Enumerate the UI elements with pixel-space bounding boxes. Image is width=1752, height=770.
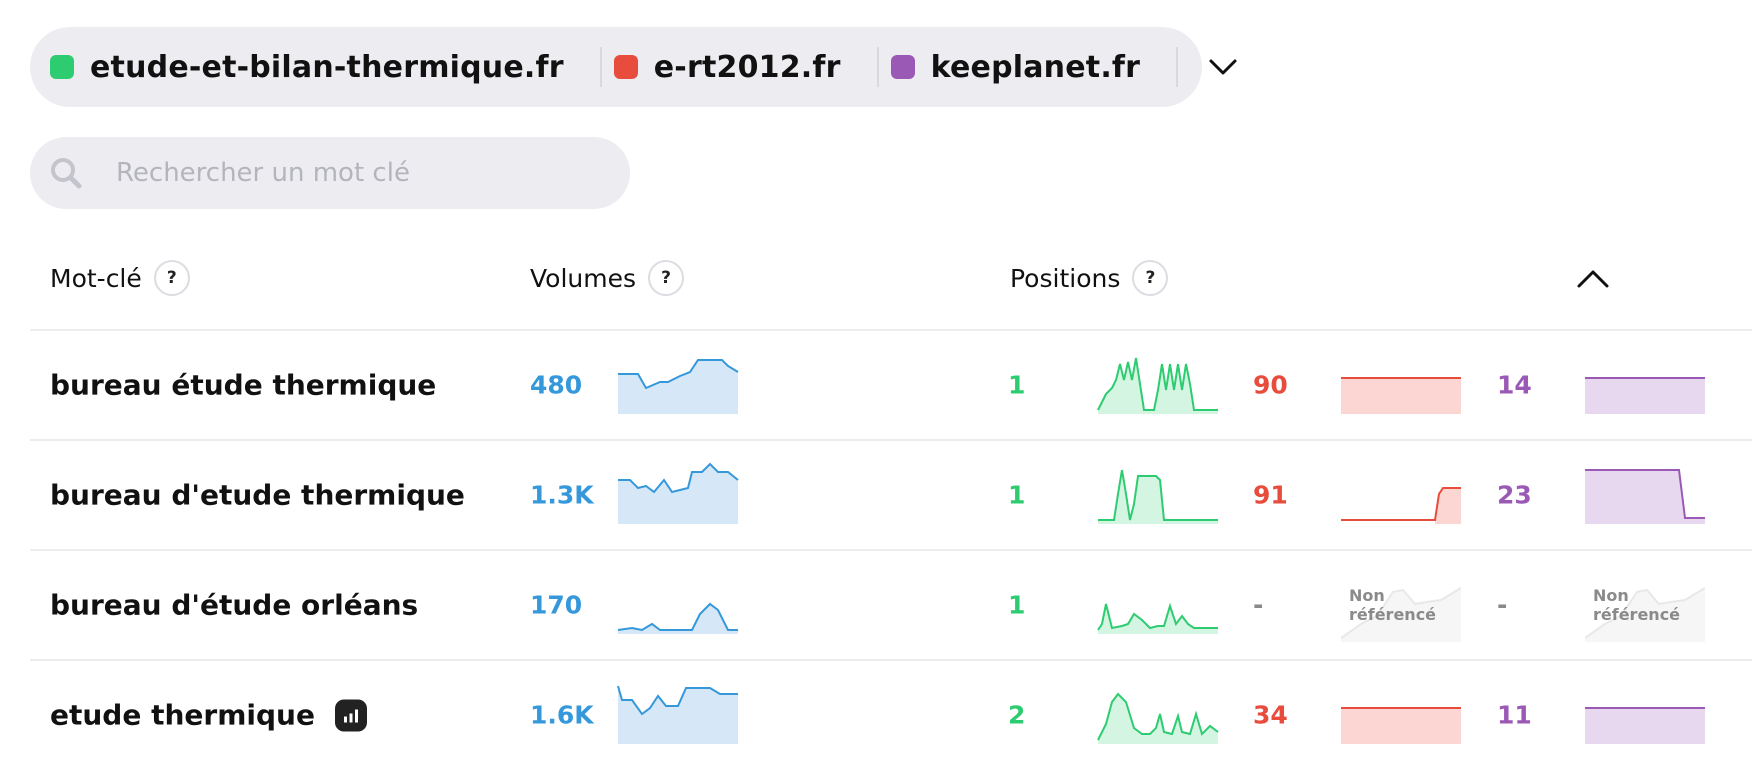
header-label: Positions — [1010, 263, 1121, 293]
domain-label: keeplanet.fr — [930, 49, 1141, 85]
domain-tab-1[interactable]: etude-et-bilan-thermique.fr — [50, 27, 564, 107]
position-value-site3: 14 — [1497, 370, 1532, 400]
divider — [599, 47, 602, 87]
domain-tab-3[interactable]: keeplanet.fr — [890, 27, 1141, 107]
position-sparkline-site2 — [1341, 707, 1461, 744]
keyword-text: etude thermique — [50, 698, 315, 732]
header-label: Volumes — [530, 263, 637, 293]
placeholder-sparkline — [1341, 587, 1461, 642]
domain-selector: etude-et-bilan-thermique.fr e-rt2012.fr … — [30, 27, 1237, 107]
position-sparkline-site2 — [1341, 377, 1461, 414]
not-ranked-label: Non référencé — [1593, 586, 1681, 624]
keyword-cell: bureau d'etude thermique — [50, 479, 465, 512]
chevron-up-icon[interactable] — [1575, 262, 1611, 296]
chevron-down-icon[interactable] — [1208, 50, 1238, 84]
keyword-text: bureau d'étude orléans — [50, 588, 419, 622]
position-value-site2: 90 — [1253, 370, 1288, 400]
not-ranked-label: Non référencé — [1349, 586, 1437, 624]
keyword-text: bureau étude thermique — [50, 368, 437, 402]
help-icon[interactable]: ? — [153, 260, 190, 296]
column-header-keyword: Mot-clé ? — [50, 258, 190, 298]
not-ranked-placeholder: Non référencé — [1585, 582, 1705, 642]
keyword-cell: bureau étude thermique — [50, 369, 436, 402]
position-value-site2: 34 — [1253, 700, 1288, 730]
help-icon[interactable]: ? — [648, 260, 685, 296]
domain-color-dot — [50, 55, 74, 79]
search-box — [30, 137, 630, 209]
position-value-site1: 2 — [1008, 700, 1026, 730]
volume-sparkline — [618, 359, 739, 414]
position-sparkline-site2 — [1341, 487, 1461, 524]
position-value-site3: - — [1497, 590, 1508, 620]
volume-value: 170 — [530, 590, 583, 620]
position-sparkline-site3 — [1585, 377, 1705, 414]
position-value-site1: 1 — [1008, 590, 1026, 620]
table-row[interactable]: bureau d'etude thermique 1.3K 1 91 23 — [0, 440, 1752, 550]
position-value-site2: - — [1253, 590, 1264, 620]
keyword-text: bureau d'etude thermique — [50, 478, 465, 512]
search-icon — [48, 155, 84, 191]
divider — [876, 47, 879, 87]
column-header-positions: Positions ? — [1010, 258, 1169, 298]
table-row[interactable]: etude thermique 1.6K 2 34 11 — [0, 660, 1752, 770]
volume-value: 1.6K — [530, 700, 594, 730]
divider — [30, 659, 1752, 661]
divider — [30, 549, 1752, 551]
bar-chart-icon[interactable] — [334, 699, 367, 731]
column-header-volumes: Volumes ? — [530, 258, 685, 298]
position-sparkline-site1 — [1098, 469, 1218, 524]
volume-sparkline — [617, 602, 738, 634]
position-value-site3: 23 — [1497, 480, 1532, 510]
volume-sparkline — [618, 462, 739, 524]
position-value-site2: 91 — [1253, 480, 1288, 510]
domain-color-dot — [613, 55, 638, 79]
position-sparkline-site1 — [1097, 692, 1219, 744]
keyword-cell: etude thermique — [50, 699, 367, 732]
divider — [30, 439, 1752, 441]
position-value-site1: 1 — [1008, 370, 1026, 400]
position-value-site3: 11 — [1497, 700, 1532, 730]
volume-sparkline — [617, 685, 738, 744]
not-ranked-placeholder: Non référencé — [1341, 582, 1461, 642]
table-row[interactable]: bureau d'étude orléans 170 1 - Non référ… — [0, 550, 1752, 660]
header-label: Mot-clé — [50, 263, 142, 293]
position-sparkline-site1 — [1097, 357, 1218, 414]
position-sparkline-site3 — [1585, 707, 1705, 744]
volume-value: 1.3K — [530, 480, 594, 510]
keyword-cell: bureau d'étude orléans — [50, 589, 418, 622]
table-row[interactable]: bureau étude thermique 480 1 90 14 — [0, 330, 1752, 440]
help-icon[interactable]: ? — [1132, 260, 1169, 296]
placeholder-sparkline — [1585, 587, 1705, 642]
domain-tab-2[interactable]: e-rt2012.fr — [613, 27, 841, 107]
position-sparkline-site3 — [1585, 469, 1705, 524]
volume-value: 480 — [530, 370, 583, 400]
domain-label: e-rt2012.fr — [653, 49, 841, 85]
position-sparkline-site1 — [1097, 602, 1218, 634]
divider — [30, 329, 1752, 331]
search-input[interactable] — [114, 157, 598, 189]
position-value-site1: 1 — [1008, 480, 1026, 510]
domain-label: etude-et-bilan-thermique.fr — [90, 49, 564, 85]
domain-color-dot — [890, 55, 915, 79]
divider — [1176, 47, 1179, 87]
